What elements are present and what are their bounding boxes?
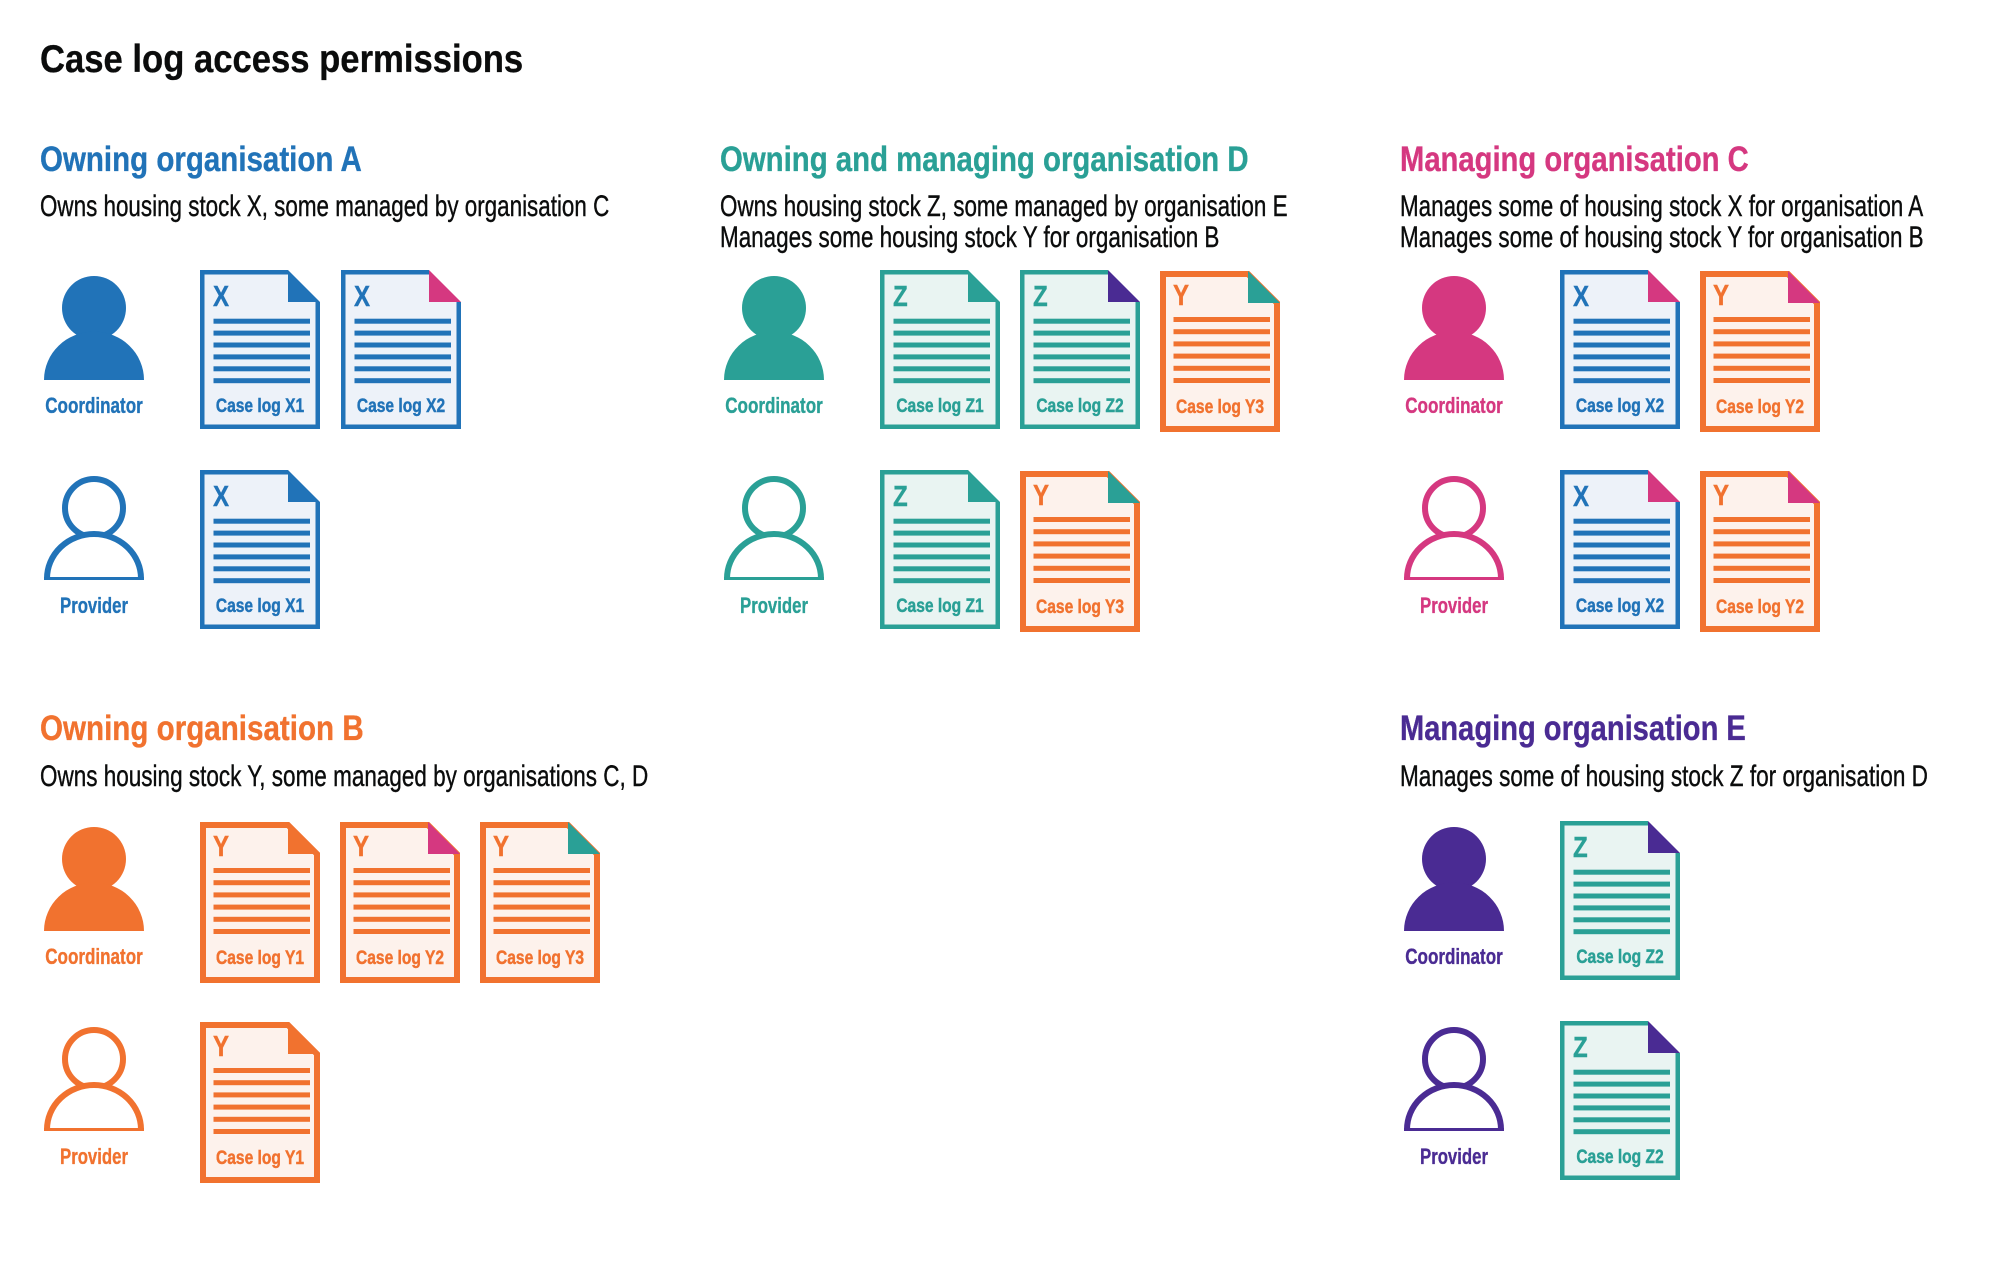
svg-text:Y: Y xyxy=(493,830,509,863)
svg-text:Case log Y3: Case log Y3 xyxy=(1036,596,1124,618)
svg-text:Case log X2: Case log X2 xyxy=(1576,394,1664,416)
svg-text:Case log X1: Case log X1 xyxy=(216,394,305,416)
svg-text:Z: Z xyxy=(1573,830,1588,863)
svg-text:Z: Z xyxy=(1033,280,1048,313)
svg-text:Case log Y2: Case log Y2 xyxy=(1716,396,1804,418)
svg-text:Case log Z1: Case log Z1 xyxy=(896,394,984,416)
svg-text:Y: Y xyxy=(1713,279,1729,312)
svg-text:Y: Y xyxy=(1033,479,1049,512)
svg-text:Case log Y2: Case log Y2 xyxy=(1716,596,1804,618)
svg-text:Z: Z xyxy=(893,480,908,513)
svg-text:Case log Z2: Case log Z2 xyxy=(1576,1145,1663,1167)
svg-text:Case log Y3: Case log Y3 xyxy=(1176,396,1264,418)
svg-text:Z: Z xyxy=(893,280,908,313)
svg-text:Case log X1: Case log X1 xyxy=(216,594,305,616)
svg-text:X: X xyxy=(213,280,229,313)
svg-text:Y: Y xyxy=(353,830,369,863)
svg-text:Z: Z xyxy=(1573,1030,1588,1063)
svg-text:Case log Y1: Case log Y1 xyxy=(216,1146,304,1168)
svg-text:Case log X2: Case log X2 xyxy=(357,394,445,416)
svg-text:X: X xyxy=(213,480,229,513)
svg-text:Y: Y xyxy=(213,830,229,863)
svg-text:Y: Y xyxy=(1173,279,1189,312)
svg-text:Y: Y xyxy=(213,1030,229,1063)
svg-text:X: X xyxy=(354,280,370,313)
svg-text:Case log Z1: Case log Z1 xyxy=(896,594,984,616)
svg-text:Case log X2: Case log X2 xyxy=(1576,594,1664,616)
svg-text:Case log Y2: Case log Y2 xyxy=(356,946,444,968)
svg-text:Y: Y xyxy=(1713,479,1729,512)
svg-text:Case log Y1: Case log Y1 xyxy=(216,946,304,968)
svg-text:Case log Y3: Case log Y3 xyxy=(496,946,584,968)
svg-text:Case log Z2: Case log Z2 xyxy=(1576,945,1663,967)
svg-text:X: X xyxy=(1573,280,1589,313)
svg-text:X: X xyxy=(1573,480,1589,513)
svg-text:Case log Z2: Case log Z2 xyxy=(1036,394,1123,416)
